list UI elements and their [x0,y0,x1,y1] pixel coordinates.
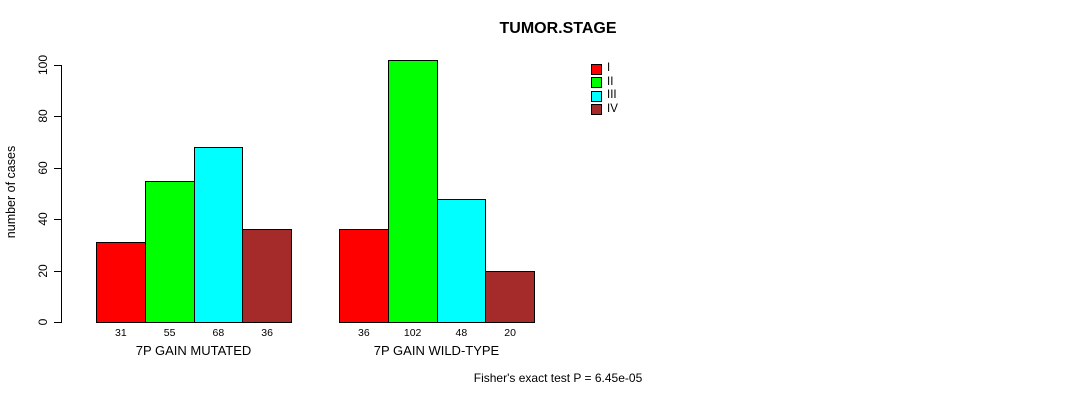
bar-ii-group2 [387,59,438,323]
legend-swatch-ii [591,77,602,88]
legend-label: II [607,75,614,88]
legend-label: III [607,89,617,101]
legend-swatch-i [591,63,602,75]
bar-value-label: 20 [504,327,516,339]
bar-value-label: 31 [115,327,127,339]
bar-value-label: 55 [163,327,176,339]
y-axis-label: number of cases [4,145,18,239]
y-tick-label: 20 [36,263,50,278]
y-tick [54,167,61,169]
bar-value-label: 68 [212,327,225,339]
group-label: 7P GAIN MUTATED [135,343,252,358]
y-tick [54,65,61,66]
bar-iii-group2 [436,198,487,323]
y-tick-label: 0 [36,318,50,326]
y-tick [54,322,61,323]
legend-label: I [607,62,611,74]
bar-value-label: 36 [261,327,273,339]
bar-iii-group1 [193,147,244,323]
y-tick [54,116,61,118]
bar-iv-group2 [485,270,535,323]
y-tick [54,270,61,272]
y-axis-line [61,65,62,323]
footnote: Fisher's exact test P = 6.45e-05 [473,371,643,385]
y-tick-label: 80 [36,109,50,124]
legend-swatch-iv [591,104,602,115]
bar-ii-group1 [144,180,195,323]
chart-title: TUMOR.STAGE [499,20,617,37]
y-tick [54,219,61,221]
legend-swatch-iii [591,90,602,102]
legend-label: IV [607,102,618,115]
bar-i-group2 [339,229,389,323]
y-tick-label: 40 [36,212,50,226]
y-tick-label: 60 [36,161,50,175]
bar-iv-group1 [242,229,292,323]
group-label: 7P GAIN WILD-TYPE [373,343,500,358]
bar-value-label: 48 [455,327,468,339]
y-tick-label: 100 [36,54,50,76]
bar-value-label: 36 [358,327,370,339]
bar-i-group1 [96,242,146,323]
bar-value-label: 102 [403,327,422,339]
